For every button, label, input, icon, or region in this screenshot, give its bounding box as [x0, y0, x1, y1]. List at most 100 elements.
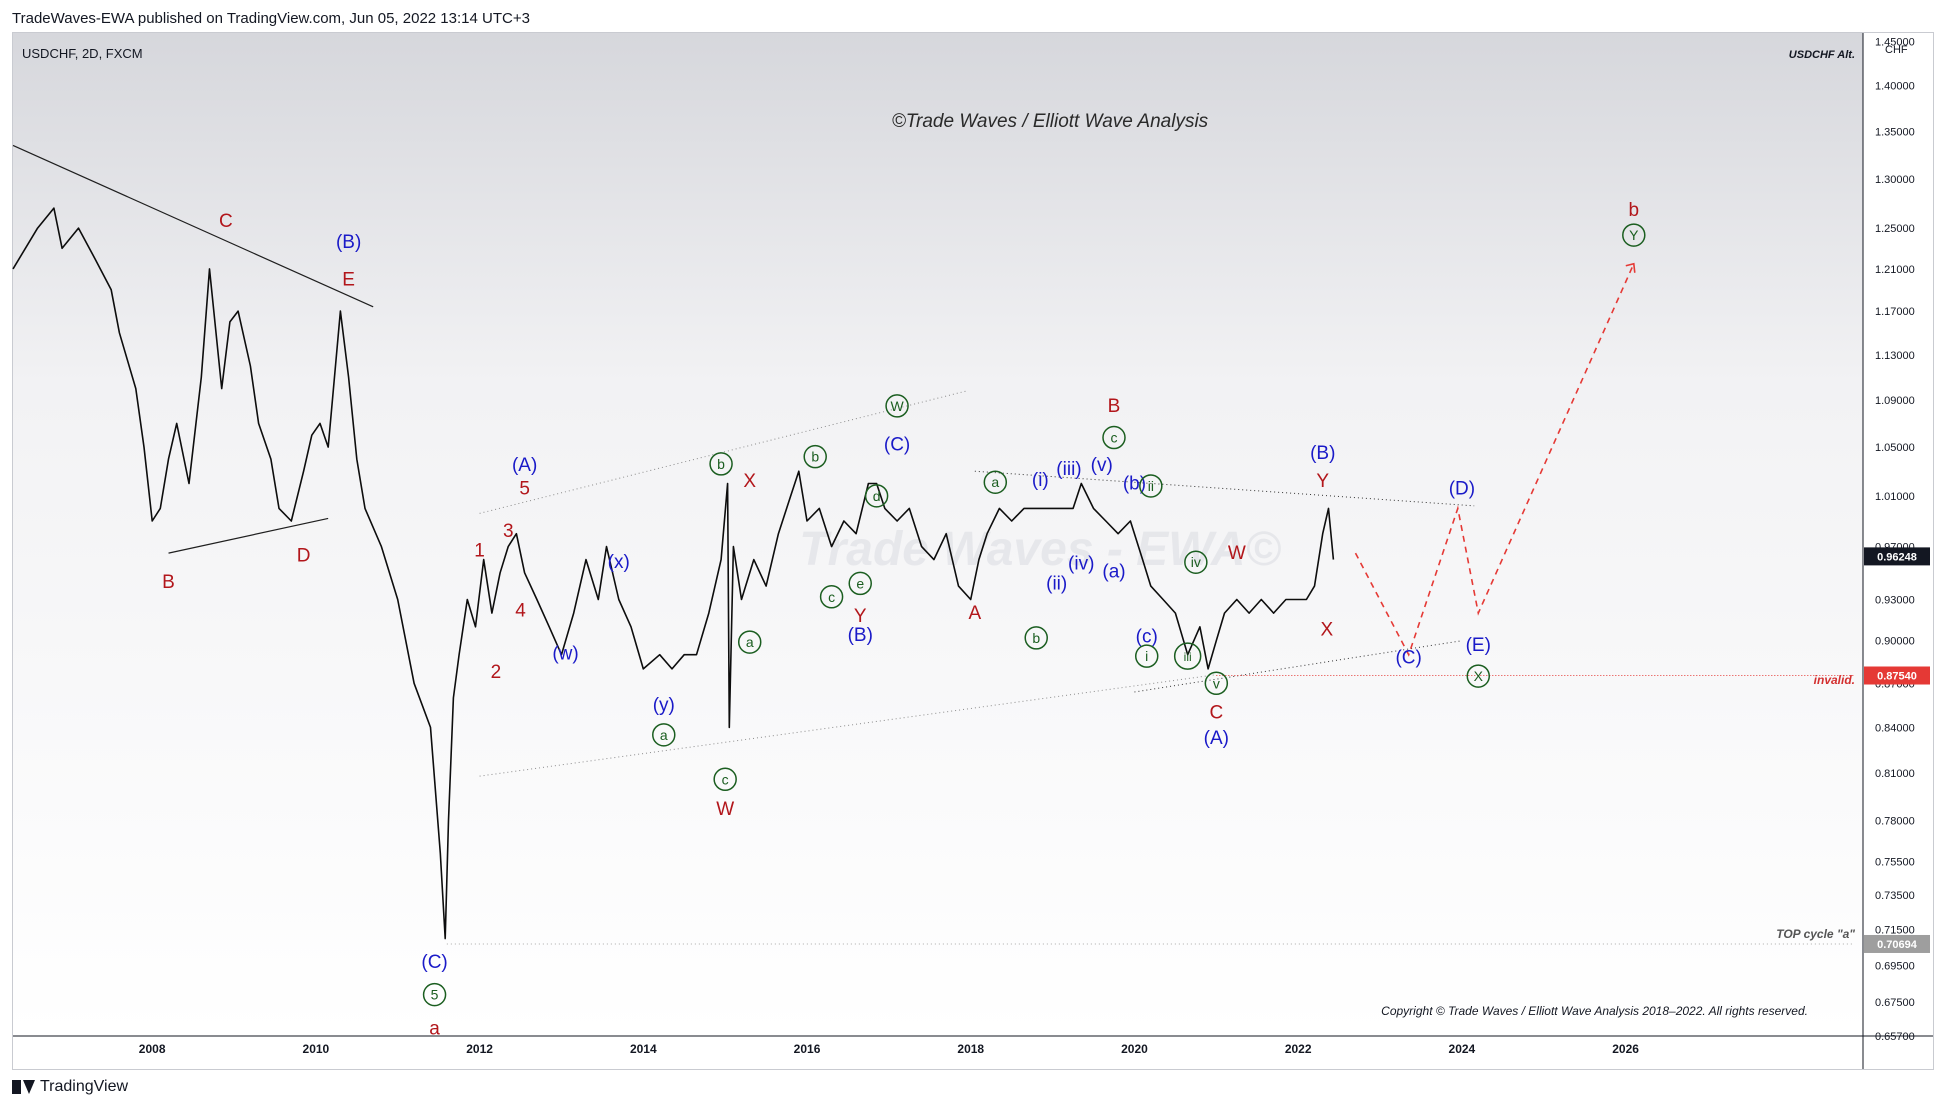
wave-label: c [828, 589, 835, 605]
wave-label-circle [803, 444, 827, 469]
y-tick-label: 1.40000 [1875, 81, 1915, 93]
y-tick-label: 0.75500 [1875, 856, 1915, 868]
wave-label: (E) [1466, 635, 1491, 656]
wave-label: Y [1316, 471, 1329, 492]
y-tick-label: 1.30000 [1875, 174, 1915, 186]
wave-label: b [1032, 630, 1040, 646]
wave-label: (B) [848, 625, 873, 646]
wave-label: v [1213, 675, 1220, 691]
wave-label: 4 [515, 600, 526, 621]
wave-label: Y [854, 606, 867, 627]
wave-label: (y) [653, 695, 675, 716]
x-tick-label: 2016 [794, 1042, 821, 1056]
price-badge-label: 0.87540 [1877, 671, 1917, 683]
y-tick-label: 0.93000 [1875, 595, 1915, 607]
wave-label-circle [848, 571, 872, 596]
copyright-text: Copyright © Trade Waves / Elliott Wave A… [1381, 1004, 1808, 1018]
wave-label-circle [422, 982, 447, 1007]
wave-label: i [1145, 648, 1148, 664]
wave-label: (B) [336, 232, 361, 253]
wave-label-circle [1466, 664, 1491, 688]
x-tick-label: 2024 [1449, 1042, 1476, 1056]
wave-label: X [1320, 620, 1333, 641]
wave-label: b [1629, 200, 1640, 221]
wave-label: (c) [1136, 627, 1158, 648]
x-axis[interactable]: 2008 2010 2012 2014 2016 2018 2020 2022 2024 2026 [139, 1042, 1639, 1056]
wave-label: W [1228, 543, 1246, 564]
x-tick-label: 2026 [1612, 1042, 1639, 1056]
y-tick-label: 0.81000 [1875, 768, 1915, 780]
y-tick-label: 0.73500 [1875, 890, 1915, 902]
publish-info: TradeWaves-EWA published on TradingView.… [12, 10, 530, 27]
x-tick-label: 2008 [139, 1042, 166, 1056]
wave-label: (v) [1091, 455, 1113, 476]
y-tick-label: 1.13000 [1875, 350, 1915, 362]
wave-label-circle [1184, 550, 1208, 574]
price-badge-label: 0.96248 [1877, 551, 1917, 563]
wave-label: (b) [1123, 473, 1146, 494]
wave-label: ii [1148, 478, 1154, 494]
forecast-line [1354, 263, 1635, 657]
wave-label: B [162, 572, 175, 593]
wave-label-circle [1134, 644, 1159, 668]
wave-label: (A) [512, 455, 537, 476]
wave-label-circle [709, 452, 733, 476]
wave-label: X [743, 471, 756, 492]
top-cycle-label: TOP cycle "a" [1776, 927, 1855, 941]
wave-label: D [297, 546, 311, 567]
wave-label: 5 [431, 987, 439, 1003]
faint-watermark: Trade Waves - EWA© [799, 523, 1281, 576]
wave-label: C [1209, 702, 1223, 723]
y-tick-label: 0.65700 [1875, 1031, 1915, 1043]
annotation-lines [12, 144, 1855, 945]
wave-label-circle [819, 585, 844, 609]
wave-label: (iv) [1068, 554, 1094, 575]
wave-label: B [1108, 396, 1121, 417]
wave-label: (w) [552, 643, 578, 664]
wave-label: E [342, 269, 355, 290]
wave-label-circle [737, 630, 762, 654]
x-tick-label: 2022 [1285, 1042, 1312, 1056]
wave-label: (x) [608, 552, 630, 573]
wave-label: 2 [491, 662, 502, 683]
y-tick-label: 0.69500 [1875, 960, 1915, 972]
wave-label: (C) [421, 952, 447, 973]
y-axis[interactable]: 1.45000 1.40000 1.35000 1.30000 1.25000 1.210… [1875, 37, 1915, 1043]
y-tick-label: 1.35000 [1875, 126, 1915, 138]
y-tick-label: 1.25000 [1875, 223, 1915, 235]
wave-label: (a) [1102, 561, 1125, 582]
x-tick-label: 2012 [466, 1042, 493, 1056]
wave-label-circle [1204, 671, 1229, 696]
tradingview-logo-icon [12, 1080, 35, 1094]
tradingview-brand: TradingView [40, 1078, 129, 1095]
forecast-path [1354, 262, 1636, 657]
wave-label: b [717, 456, 725, 472]
wave-label: iii [1184, 650, 1192, 664]
trendline-bottom [168, 517, 329, 554]
wave-label-circle [652, 723, 676, 747]
y-tick-label: 1.17000 [1875, 306, 1915, 318]
chart-alt-label: USDCHF Alt. [1789, 49, 1855, 61]
y-tick-label: 1.21000 [1875, 264, 1915, 276]
price-series [12, 207, 1335, 940]
wave-label: Y [1629, 227, 1639, 243]
wave-label: C [219, 211, 233, 232]
wave-label: 3 [503, 521, 514, 542]
wave-label: (iii) [1056, 459, 1081, 480]
wave-label-circle [983, 470, 1008, 494]
price-badge-label: 0.70694 [1877, 939, 1918, 951]
x-tick-label: 2020 [1121, 1042, 1148, 1056]
trendline-top [12, 144, 374, 308]
wave-label: a [991, 474, 999, 490]
wave-label: (D) [1449, 478, 1475, 499]
price-line [12, 207, 1335, 940]
invalid-label: invalid. [1814, 673, 1855, 687]
price-badges: 0.96248 0.87540 0.70694 [1864, 547, 1930, 953]
y-tick-label: 0.90000 [1875, 636, 1915, 648]
tradingview-logo[interactable]: TradingView [12, 1078, 128, 1096]
wave-label: a [660, 727, 668, 743]
wave-label: a [746, 634, 754, 650]
wave-label: (A) [1204, 728, 1229, 749]
y-tick-label: 1.09000 [1875, 395, 1915, 407]
